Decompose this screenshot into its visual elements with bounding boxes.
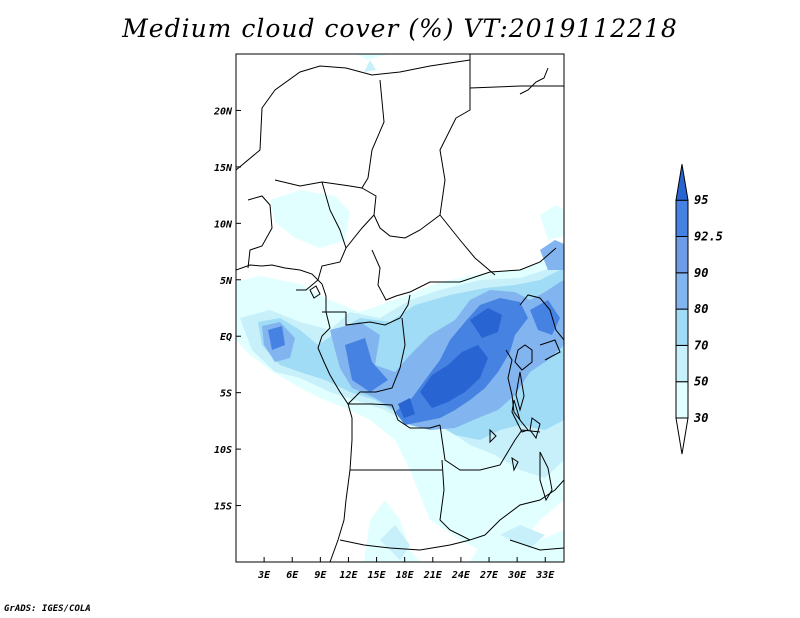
- y-tick-label: 15N: [214, 163, 233, 174]
- x-tick-label: 24E: [451, 570, 471, 581]
- x-tick-label: 12E: [339, 570, 358, 581]
- colorbar-segment: [675, 344, 689, 383]
- x-tick-label: 6E: [286, 570, 299, 581]
- colorbar: 30 50 70 80 90 92.5 95: [675, 164, 723, 455]
- y-tick-label: 10N: [214, 219, 233, 230]
- y-tick-label: 10S: [214, 445, 232, 456]
- y-tick-label: 5N: [220, 276, 233, 287]
- x-tick-label: 33E: [535, 570, 555, 581]
- colorbar-segment: [675, 272, 689, 310]
- x-tick-label: 3E: [257, 570, 271, 581]
- political-boundaries: [236, 54, 564, 562]
- x-tick-label: 30E: [507, 570, 527, 581]
- colorbar-high-arrow: [675, 164, 689, 201]
- cloud-layer-deep: [398, 308, 502, 418]
- colorbar-level-label: 70: [694, 338, 708, 352]
- x-tick-label: 21E: [423, 570, 443, 581]
- colorbar-level-label: 50: [694, 375, 708, 389]
- y-axis: 20N 15N 10N 5N EQ 5S 10S 15S: [213, 106, 241, 513]
- x-axis: 3E 6E 9E 12E 15E 18E 21E 24E 27E 30E 33E: [257, 557, 555, 581]
- y-tick-label: EQ: [220, 332, 232, 343]
- colorbar-level-label: 80: [694, 302, 708, 316]
- x-tick-label: 15E: [368, 570, 387, 581]
- colorbar-level-label: 92.5: [694, 230, 723, 244]
- map-frame: [235, 53, 565, 563]
- colorbar-segment: [675, 381, 689, 419]
- x-tick-label: 27E: [479, 570, 499, 581]
- credit-text: GrADS: IGES/COLA: [4, 604, 91, 614]
- colorbar-segment: [675, 308, 689, 346]
- map-title: Medium cloud cover (%) VT:2019112218: [122, 14, 678, 43]
- colorbar-segment: [675, 199, 689, 237]
- x-tick-label: 9E: [314, 570, 327, 581]
- y-tick-label: 5S: [220, 389, 232, 400]
- y-tick-label: 15S: [214, 502, 232, 513]
- cloud-cover-shading: [236, 54, 564, 562]
- colorbar-level-label: 95: [694, 193, 708, 207]
- x-tick-label: 18E: [396, 570, 415, 581]
- colorbar-level-label: 90: [694, 266, 708, 280]
- y-tick-label: 20N: [213, 106, 233, 117]
- colorbar-level-label: 30: [693, 411, 708, 425]
- colorbar-segment: [675, 236, 689, 274]
- colorbar-low-arrow: [675, 417, 689, 455]
